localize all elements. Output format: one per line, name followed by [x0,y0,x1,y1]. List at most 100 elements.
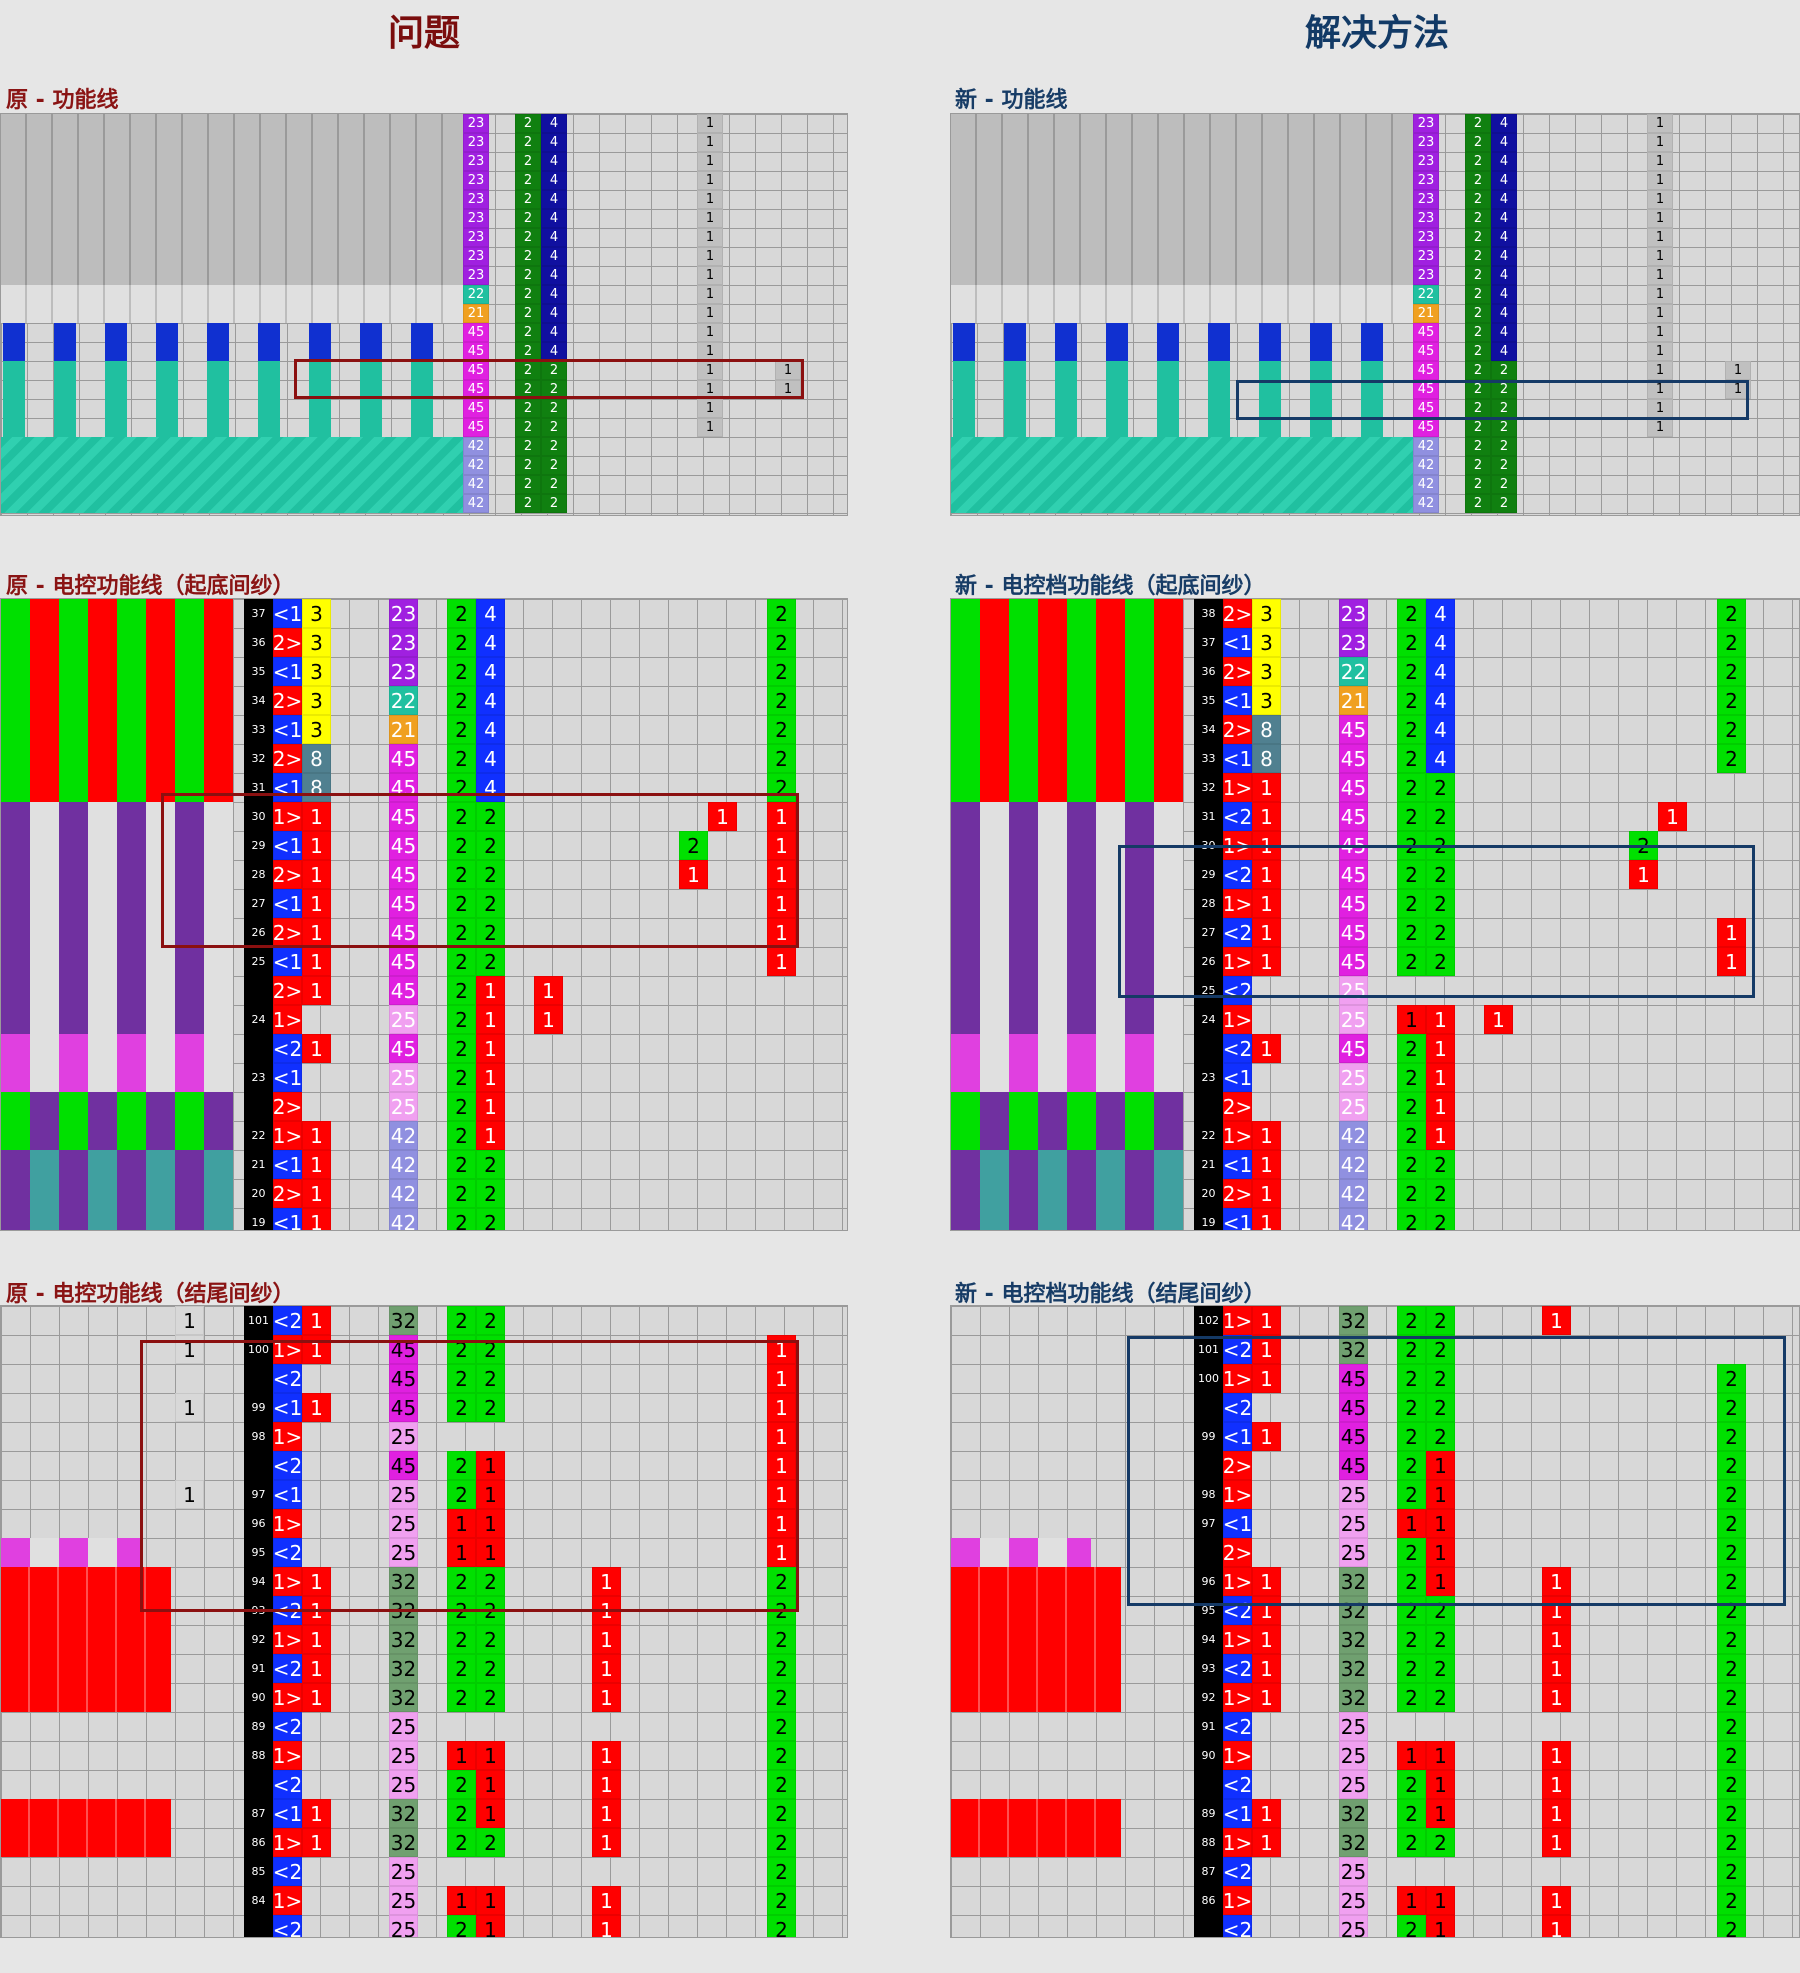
value-cell: 1 [302,1625,331,1654]
code-cell: 32 [389,1654,418,1683]
col-a-cell: 23 [1413,152,1439,171]
code-cell: 32 [1339,1596,1368,1625]
col-b-cell: 2 [515,380,541,399]
right-cell: 2 [767,1683,796,1712]
a-cell: 2 [447,773,476,802]
a-cell: 2 [447,1364,476,1393]
b-cell: 1 [476,1770,505,1799]
right-cell: 2 [767,1625,796,1654]
col-a-cell: 21 [463,304,489,323]
pattern-teal [105,361,127,437]
right-cell: 2 [767,1567,796,1596]
b-cell: 1 [1426,1451,1455,1480]
col-c-cell: 4 [541,304,567,323]
code-cell: 45 [389,918,418,947]
pattern-blue [309,323,331,361]
col-b-cell: 2 [515,323,541,342]
code-cell: 45 [1339,715,1368,744]
code-cell: 45 [389,1034,418,1063]
col-a-cell: 23 [1413,266,1439,285]
code-cell: 21 [1339,686,1368,715]
col-a-cell: 23 [463,209,489,228]
code-cell: 45 [1339,831,1368,860]
direction-cell: <2 [1223,802,1252,831]
direction-cell: 1> [273,1509,302,1538]
a-cell: 1 [447,1741,476,1770]
code-cell: 45 [1339,773,1368,802]
row-number [244,1770,273,1799]
row-number [1194,1451,1223,1480]
value-cell: 1 [1252,1567,1281,1596]
code-cell: 32 [389,1683,418,1712]
b-cell: 2 [1426,1683,1455,1712]
direction-cell: <2 [273,1034,302,1063]
code-cell: 45 [389,947,418,976]
right-cell: 2 [1717,1451,1746,1480]
a-cell: 2 [1397,1683,1426,1712]
code-cell: 42 [389,1208,418,1230]
col-d-cell: 1 [1647,361,1673,380]
a-cell: 2 [447,860,476,889]
mid-cell: 1 [592,1654,621,1683]
row-number: 21 [244,1150,273,1179]
b-cell: 4 [476,715,505,744]
value-cell: 1 [302,1335,331,1364]
col-d-cell: 1 [697,380,723,399]
a-cell: 2 [447,1480,476,1509]
pattern-teal [1157,361,1179,437]
value-cell: 1 [1252,1683,1281,1712]
col-b-cell: 2 [515,418,541,437]
row-number: 86 [244,1828,273,1857]
direction-cell: 1> [273,1828,302,1857]
col-b-cell: 2 [1465,456,1491,475]
a-cell: 2 [447,1596,476,1625]
col-d-cell: 1 [1647,304,1673,323]
new-function-line-grid: 23 23 23 23 23 23 23 23 23 22 21 45 45 45 45 45 45 42 42 42… [950,113,1800,516]
direction-cell: <2 [1223,976,1252,1005]
col-d-cell: 1 [1647,266,1673,285]
col-a-cell: 45 [1413,418,1439,437]
orig-function-line-label: 原 - 功能线 [6,88,119,113]
code-cell: 25 [1339,1538,1368,1567]
direction-cell: 1> [273,1741,302,1770]
row-number: 28 [1194,889,1223,918]
b-cell: 4 [1426,657,1455,686]
code-cell: 32 [389,1828,418,1857]
right-cell: 1 [1717,918,1746,947]
direction-cell: 1> [1223,1005,1252,1034]
row-number: 36 [1194,657,1223,686]
col-c-cell: 4 [1491,266,1517,285]
b-cell: 1 [1426,1567,1455,1596]
col-b-cell: 2 [515,190,541,209]
direction-cell: 1> [273,802,302,831]
a-cell: 2 [1397,715,1426,744]
col-a-cell: 42 [1413,456,1439,475]
direction-cell: <2 [273,1451,302,1480]
a-cell: 2 [1397,1092,1426,1121]
direction-cell: 1> [1223,1306,1252,1335]
a-cell: 1 [447,1509,476,1538]
b-cell: 2 [1426,1208,1455,1230]
col-c-cell: 4 [1491,190,1517,209]
value-cell: 1 [302,1393,331,1422]
row-number: 99 [244,1393,273,1422]
row-number: 90 [244,1683,273,1712]
col-c-cell: 4 [1491,152,1517,171]
col-c-cell: 2 [541,475,567,494]
right-cell: 2 [1717,1886,1746,1915]
a-cell: 2 [1397,1063,1426,1092]
a-cell: 2 [1397,1538,1426,1567]
direction-cell: 1> [273,1625,302,1654]
a-cell: 2 [1397,1915,1426,1937]
col-d-cell: 1 [1647,228,1673,247]
col-b-cell: 2 [515,437,541,456]
row-number: 22 [244,1121,273,1150]
code-cell: 45 [389,1451,418,1480]
b-cell: 1 [476,1799,505,1828]
col-c-cell: 4 [1491,342,1517,361]
b-cell: 2 [476,947,505,976]
pattern-teal [1259,361,1281,437]
direction-cell: 1> [1223,1480,1252,1509]
direction-cell: 2> [1223,657,1252,686]
col-d-cell: 1 [697,285,723,304]
